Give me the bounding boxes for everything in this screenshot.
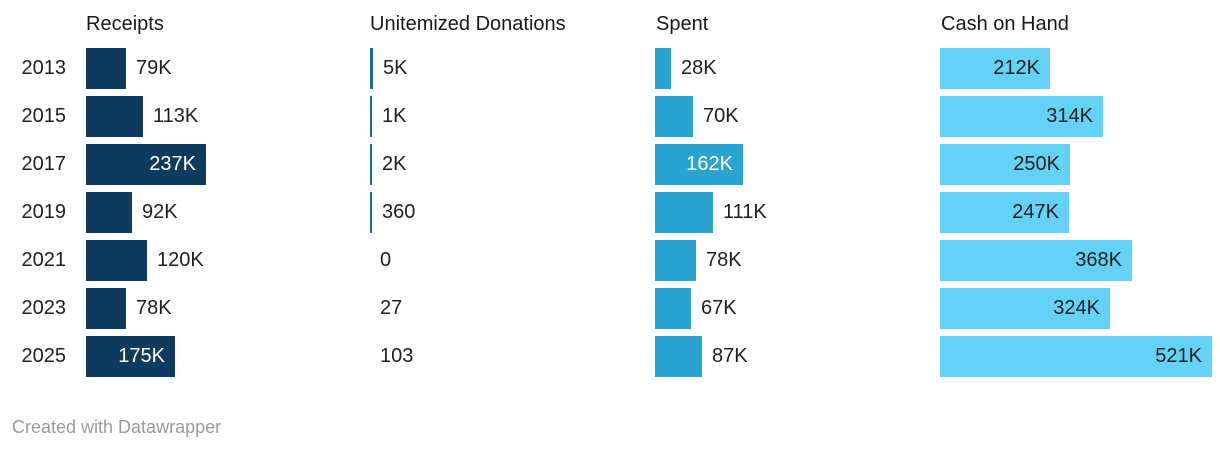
bar-receipts xyxy=(86,144,206,185)
bar-cash-on-hand xyxy=(940,336,1212,377)
column-header-unitemized-donations: Unitemized Donations xyxy=(370,13,566,35)
value-label-receipts: 79K xyxy=(136,57,172,79)
row-label-year: 2013 xyxy=(21,57,67,79)
bar-unitemized-donations xyxy=(370,96,372,137)
value-label-receipts: 92K xyxy=(142,201,178,223)
value-label-unitemized-donations: 5K xyxy=(383,57,408,79)
bar-cash-on-hand xyxy=(940,288,1110,329)
value-label-spent: 70K xyxy=(703,105,739,127)
value-label-unitemized-donations: 2K xyxy=(382,153,407,175)
bar-cash-on-hand xyxy=(940,240,1132,281)
bar-cash-on-hand xyxy=(940,96,1103,137)
bar-spent xyxy=(655,192,713,233)
bar-unitemized-donations xyxy=(370,192,372,233)
value-label-cash-on-hand: 212K xyxy=(993,57,1040,79)
value-label-unitemized-donations: 27 xyxy=(380,297,403,319)
value-label-cash-on-hand: 250K xyxy=(1013,153,1060,175)
datawrapper-credit: Created with Datawrapper xyxy=(12,417,222,437)
value-label-spent: 87K xyxy=(712,345,748,367)
bar-spent xyxy=(655,240,696,281)
bar-spent xyxy=(655,336,702,377)
row-label-year: 2025 xyxy=(21,345,67,367)
value-label-unitemized-donations: 360 xyxy=(382,201,416,223)
value-label-receipts: 175K xyxy=(118,345,165,367)
bar-spent xyxy=(655,48,671,89)
bar-unitemized-donations xyxy=(370,144,372,185)
bar-receipts xyxy=(86,96,143,137)
value-label-receipts: 120K xyxy=(157,249,204,271)
row-label-year: 2015 xyxy=(21,105,67,127)
row-label-year: 2023 xyxy=(21,297,67,319)
bar-cash-on-hand xyxy=(940,144,1070,185)
value-label-spent: 28K xyxy=(681,57,717,79)
value-label-unitemized-donations: 0 xyxy=(380,249,392,271)
value-label-receipts: 113K xyxy=(153,105,199,127)
column-header-spent: Spent xyxy=(656,13,709,35)
bar-receipts xyxy=(86,192,132,233)
column-header-receipts: Receipts xyxy=(86,13,164,35)
value-label-cash-on-hand: 368K xyxy=(1075,249,1122,271)
value-label-receipts: 78K xyxy=(136,297,172,319)
bar-cash-on-hand xyxy=(940,192,1069,233)
value-label-cash-on-hand: 324K xyxy=(1053,297,1100,319)
bar-cash-on-hand xyxy=(940,48,1050,89)
row-label-year: 2021 xyxy=(21,249,67,271)
value-label-spent: 67K xyxy=(701,297,737,319)
value-label-spent: 111K xyxy=(723,201,767,223)
row-label-year: 2017 xyxy=(21,153,67,175)
bar-spent xyxy=(655,288,691,329)
bar-receipts xyxy=(86,240,147,281)
value-label-cash-on-hand: 314K xyxy=(1046,105,1093,127)
column-header-cash-on-hand: Cash on Hand xyxy=(941,13,1069,35)
bar-receipts xyxy=(86,336,175,377)
bar-spent xyxy=(655,144,743,185)
value-label-receipts: 237K xyxy=(149,153,196,175)
value-label-spent: 78K xyxy=(706,249,742,271)
bar-spent xyxy=(655,96,693,137)
bar-receipts xyxy=(86,288,126,329)
value-label-unitemized-donations: 103 xyxy=(380,345,414,367)
value-label-cash-on-hand: 521K xyxy=(1155,345,1202,367)
value-label-spent: 162K xyxy=(686,153,733,175)
row-label-year: 2019 xyxy=(21,201,67,223)
value-label-cash-on-hand: 247K xyxy=(1012,201,1059,223)
value-label-unitemized-donations: 1K xyxy=(382,105,407,127)
bar-unitemized-donations xyxy=(370,48,373,89)
bar-receipts xyxy=(86,48,126,89)
